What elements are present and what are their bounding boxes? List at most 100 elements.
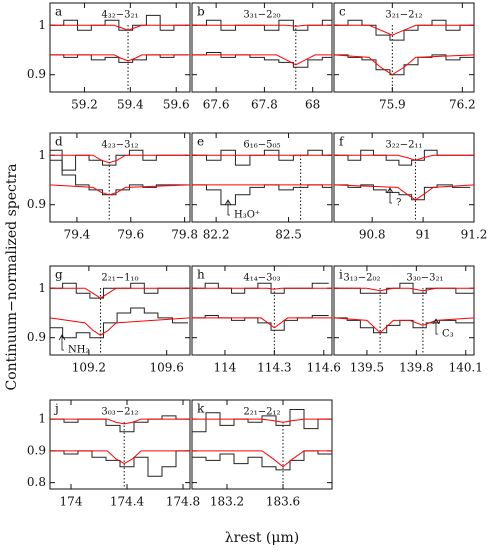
x-tick-label: 75.9	[379, 98, 406, 112]
x-tick-label: 114	[213, 361, 236, 375]
transition-label: 2₂₁−1₁₀	[101, 273, 138, 284]
panel-frame	[191, 265, 333, 356]
x-axis-label: λrest (μm)	[225, 530, 299, 546]
y-tick-label: 1	[38, 281, 46, 295]
spectrum	[50, 450, 190, 477]
transition-label: 3₂₁−2₁₂	[385, 10, 422, 21]
x-tick-label: 91.2	[461, 228, 488, 242]
model-fit	[333, 317, 475, 334]
y-axis-label: Continuum−normalized spectra	[4, 163, 20, 390]
transition-label: 2₂₁−2₁₂	[243, 407, 280, 418]
x-tick-label: 91	[415, 228, 430, 242]
transition-label: 4₂₃−3₁₂	[101, 140, 138, 151]
annotation: ?	[396, 198, 401, 209]
panel-letter: i	[339, 268, 343, 282]
y-tick-label: 0.9	[27, 330, 46, 344]
annotation: NH₂	[68, 345, 89, 356]
transition-label: 4₁₄−3₀₃	[243, 273, 280, 284]
model-fit	[50, 154, 190, 164]
spectrum	[50, 14, 188, 31]
y-tick-label: 1	[38, 18, 46, 32]
model-fit	[192, 450, 332, 468]
x-tick-label: 114.3	[257, 361, 291, 375]
transition-label: 3₀₃−2₁₂	[101, 407, 138, 418]
spectrum	[50, 307, 189, 339]
y-tick-label: 0.9	[27, 443, 46, 457]
spectrum	[192, 450, 332, 471]
model-fit	[50, 418, 190, 425]
x-tick-label: 67.6	[203, 98, 230, 112]
spectrum	[335, 149, 471, 166]
panel-frame	[191, 132, 333, 223]
transition-label: 6₁₆−5₀₅	[243, 140, 280, 151]
y-tick-label: 0.9	[27, 67, 46, 81]
panel-frame	[49, 2, 191, 93]
spectrum	[192, 51, 332, 68]
y-tick-label: 1	[38, 412, 46, 426]
panel-letter: c	[339, 5, 346, 19]
panel-letter: h	[197, 268, 205, 282]
model-fit	[333, 184, 475, 201]
panel-letter: d	[55, 135, 63, 149]
x-tick-label: 79.4	[64, 228, 91, 242]
model-fit	[192, 54, 332, 66]
annotation-arrow	[224, 199, 232, 216]
y-tick-label: 0.8	[27, 475, 46, 489]
y-tick-label: 0.9	[27, 197, 46, 211]
spectrum	[334, 317, 474, 334]
panel-letter: j	[53, 402, 59, 416]
x-tick-label: 59.4	[117, 98, 144, 112]
annotation-arrow	[432, 318, 440, 335]
x-tick-label: 139.5	[350, 361, 384, 375]
x-tick-label: 174.4	[110, 495, 145, 509]
model-fit	[50, 24, 190, 31]
model-fit	[192, 418, 332, 423]
x-tick-label: 90.8	[359, 228, 386, 242]
x-tick-label: 59.2	[71, 98, 98, 112]
transition-label: 3₁₃−2₀₂	[343, 273, 380, 284]
model-fit	[334, 287, 474, 292]
spectrum	[334, 54, 474, 76]
x-tick-label: 68	[305, 98, 320, 112]
spectrum	[335, 184, 471, 201]
spectrum	[50, 54, 188, 63]
model-fit	[334, 24, 474, 36]
model-fit	[49, 184, 191, 196]
model-fit	[50, 287, 190, 299]
transition-label: 3₃₀−3₂₁	[406, 273, 443, 284]
model-fit	[50, 54, 190, 62]
annotation: H₃O⁺	[234, 210, 260, 221]
spectrum	[50, 159, 188, 196]
panel-frame	[49, 132, 191, 223]
transition-label: 4₃₂−3₂₁	[101, 10, 138, 21]
x-tick-label: 109.2	[72, 361, 106, 375]
x-tick-label: 174.8	[166, 495, 200, 509]
spectrum	[192, 184, 332, 206]
x-tick-label: 79.6	[117, 228, 144, 242]
spectrum	[50, 149, 188, 171]
model-fit	[50, 450, 190, 465]
panel-letter: f	[339, 135, 345, 149]
panel-letter: b	[197, 5, 205, 19]
x-tick-label: 67.8	[251, 98, 278, 112]
panel-letter: k	[197, 402, 205, 416]
panel-frame	[49, 265, 191, 356]
panel-frame	[191, 2, 333, 93]
x-tick-label: 183.6	[266, 495, 300, 509]
spectrum	[50, 415, 190, 433]
x-tick-label: 139.8	[399, 361, 433, 375]
transition-label: 3₂₂−2₁₁	[385, 140, 422, 151]
annotation-arrow	[386, 187, 394, 204]
model-fit	[333, 54, 475, 76]
x-tick-label: 183.2	[210, 495, 244, 509]
model-fit	[192, 317, 332, 329]
x-tick-label: 82.5	[275, 228, 302, 242]
x-tick-label: 76.2	[449, 98, 476, 112]
x-tick-label: 109.6	[149, 361, 183, 375]
panel-letter: e	[197, 135, 204, 149]
model-fit	[192, 287, 332, 290]
spectrum	[192, 149, 332, 166]
panel-letter: a	[55, 5, 62, 19]
